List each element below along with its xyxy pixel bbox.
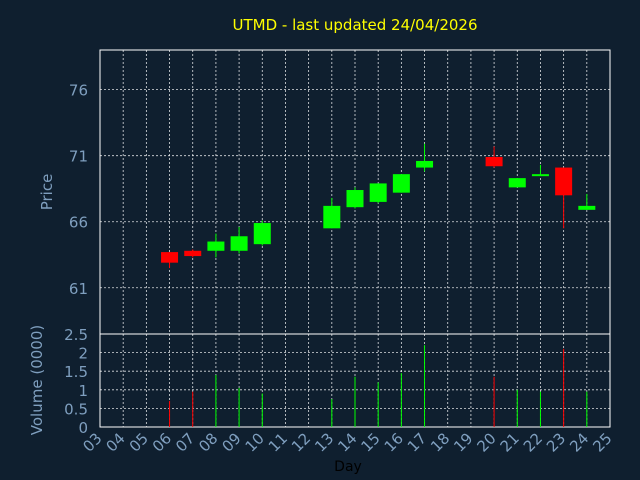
- price-tick-label: 66: [69, 214, 88, 232]
- candle-body: [207, 241, 225, 251]
- x-axis-label: Day: [334, 459, 362, 475]
- volume-tick-label: 2.5: [64, 326, 88, 344]
- candle-body: [531, 174, 549, 177]
- volume-tick-label: 2: [78, 345, 88, 363]
- volume-axis-label: Volume (0000): [28, 325, 46, 435]
- y-axis-label: Price: [38, 174, 56, 211]
- price-tick-label: 76: [69, 82, 88, 100]
- candle-body: [369, 183, 387, 202]
- volume-tick-label: 1.5: [64, 363, 88, 381]
- candle-body: [161, 252, 179, 263]
- volume-tick-label: 0.5: [64, 400, 88, 418]
- volume-bars: [169, 345, 588, 427]
- volume-tick-labels: 00.511.522.5: [64, 326, 88, 437]
- candle-body: [392, 174, 410, 193]
- price-tick-label: 71: [69, 148, 88, 166]
- candle-body: [323, 205, 341, 229]
- candle-body: [253, 223, 271, 245]
- volume-tick-label: 1: [78, 382, 88, 400]
- candle-body: [578, 205, 596, 210]
- candle-body: [508, 178, 526, 188]
- price-tick-label: 61: [69, 280, 88, 298]
- candle-body: [346, 190, 364, 208]
- x-tick-labels: 0304050607080910111213141516171819202122…: [79, 429, 615, 455]
- chart-title: UTMD - last updated 24/04/2026: [232, 16, 477, 34]
- candle-body: [555, 167, 573, 196]
- candle-body: [485, 156, 503, 167]
- candle-body: [184, 250, 202, 257]
- candle-body: [416, 160, 434, 168]
- volume-tick-label: 0: [78, 419, 88, 437]
- candle-body: [230, 236, 248, 251]
- price-tick-labels: 61 66 71 76: [69, 82, 88, 298]
- candlesticks: [161, 143, 596, 268]
